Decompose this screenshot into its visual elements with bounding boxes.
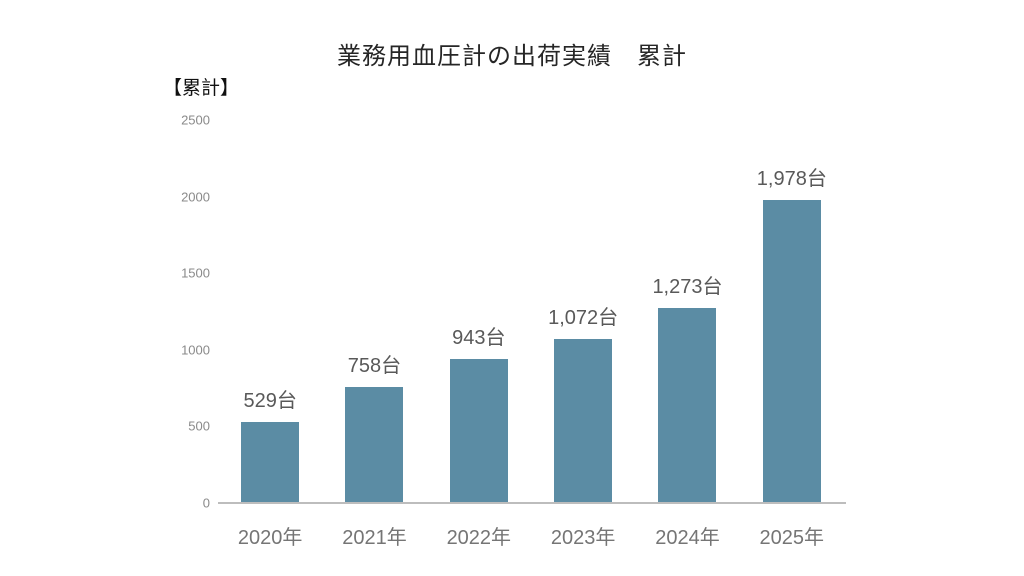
y-axis: 0 500 1000 1500 2000 2500 bbox=[150, 113, 210, 511]
plot-area: 529台 758台 943台 1,072台 1,273台 1,978台 bbox=[218, 120, 844, 503]
bar-value-label: 1,072台 bbox=[548, 307, 619, 329]
bar-value-label: 1,978台 bbox=[756, 168, 827, 190]
bar-column: 1,072台 bbox=[531, 120, 635, 503]
y-axis-tick-label: 2500 bbox=[181, 112, 210, 128]
x-axis-line bbox=[218, 502, 846, 504]
bar bbox=[241, 422, 300, 503]
bar-value-label: 529台 bbox=[243, 390, 297, 412]
y-axis-tick-label: 500 bbox=[188, 418, 210, 434]
bar-value-label: 758台 bbox=[347, 355, 402, 377]
bar bbox=[762, 200, 821, 503]
bar-column: 529台 bbox=[218, 120, 322, 503]
y-axis-tick-label: 1500 bbox=[181, 265, 210, 281]
bar-value-label: 1,273台 bbox=[652, 276, 723, 298]
x-axis-label: 2022年 bbox=[446, 527, 512, 549]
chart-title: 業務用血圧計の出荷実績 累計 bbox=[337, 43, 687, 70]
y-axis-tick-label: 0 bbox=[202, 495, 210, 511]
bar-column: 1,978台 bbox=[740, 120, 844, 503]
bar-column: 758台 bbox=[322, 120, 426, 503]
y-axis-tick-label: 2000 bbox=[181, 189, 210, 205]
x-axis-label: 2023年 bbox=[550, 527, 616, 549]
bar-column: 943台 bbox=[427, 120, 531, 503]
bar bbox=[345, 387, 404, 503]
bar-value-label: 943台 bbox=[452, 327, 506, 349]
bar-column: 1,273台 bbox=[635, 120, 739, 503]
x-axis-label: 2025年 bbox=[759, 527, 825, 549]
x-axis: 2020年 2021年 2022年 2023年 2024年 2025年 bbox=[218, 521, 844, 550]
unit-label: 【累計】 bbox=[163, 78, 240, 99]
bar bbox=[554, 339, 613, 503]
x-axis-label: 2020年 bbox=[237, 527, 303, 549]
x-axis-label: 2024年 bbox=[655, 527, 720, 549]
y-axis-tick-label: 1000 bbox=[181, 342, 210, 358]
x-axis-label: 2021年 bbox=[342, 527, 407, 549]
bar bbox=[449, 359, 508, 503]
bar bbox=[658, 308, 717, 503]
